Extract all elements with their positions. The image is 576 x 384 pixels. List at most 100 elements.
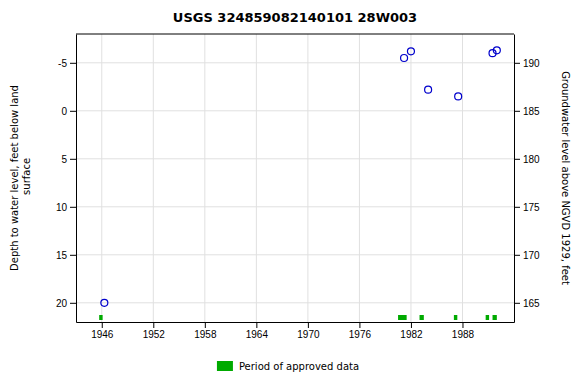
tick: 5	[61, 154, 76, 165]
y-axis-title: Depth to water level, feet below land su…	[9, 85, 32, 271]
y2-axis-title: Groundwater level above NGVD 1929, feet	[560, 71, 571, 285]
tick-mark	[70, 207, 76, 208]
tick-label: -5	[58, 58, 67, 69]
marks	[99, 47, 500, 320]
approved-bar	[493, 315, 497, 320]
tick-mark	[70, 159, 76, 160]
tick: 1958	[194, 322, 217, 340]
tick: 165	[514, 298, 540, 309]
grid-line	[256, 34, 257, 322]
tick-mark	[514, 111, 520, 112]
grid-line	[307, 34, 308, 322]
grid-line	[359, 34, 360, 322]
tick: 170	[514, 250, 540, 261]
tick: 175	[514, 202, 540, 213]
tick: 15	[56, 250, 76, 261]
tick-label: 185	[523, 106, 540, 117]
title: USGS 324859082140101 28W003	[173, 10, 417, 25]
approved-bar	[454, 315, 457, 320]
x-axis: 1946 1952 1958 1964 1970 1976 1982 1988	[77, 322, 515, 340]
frame	[76, 34, 514, 35]
tick: 1976	[349, 322, 372, 340]
tick: 1964	[246, 322, 269, 340]
tick-mark	[514, 159, 520, 160]
tick: 185	[514, 106, 540, 117]
tick-label: 175	[523, 202, 540, 213]
legend-swatch	[217, 361, 233, 371]
approved-bar	[398, 315, 407, 320]
tick-mark	[411, 322, 412, 328]
grid	[76, 34, 514, 322]
tick-mark	[205, 322, 206, 328]
tick-label: 165	[523, 298, 540, 309]
point	[455, 93, 462, 100]
tick-label: 1946	[91, 329, 114, 340]
tick-mark	[153, 322, 154, 328]
tick: 1982	[400, 322, 423, 340]
tick-mark	[70, 111, 76, 112]
grid-line	[76, 254, 514, 255]
grid-line	[462, 34, 463, 322]
tick-mark	[70, 303, 76, 304]
grid-line	[410, 34, 411, 322]
point	[401, 55, 408, 62]
point	[407, 48, 414, 55]
tick-label: 1976	[349, 329, 372, 340]
point	[493, 47, 500, 54]
tick-label: 1958	[194, 329, 217, 340]
tick-mark	[514, 303, 520, 304]
chart: 1946 1952 1958 1964 1970 1976 1982 1988 20 15 10 5 0…	[0, 0, 576, 384]
legend-item: Period of approved data	[217, 361, 359, 372]
tick: 0	[61, 106, 76, 117]
grid-line	[76, 158, 514, 159]
tick-label: 1988	[452, 329, 475, 340]
grid-line	[153, 34, 154, 322]
tick-label: 1982	[400, 329, 423, 340]
tick-mark	[102, 322, 103, 328]
point	[425, 86, 432, 93]
y-axis: 20 15 10 5 0 -5	[56, 35, 77, 323]
axis-line	[514, 35, 515, 323]
approved-bar	[99, 315, 102, 320]
legend: Period of approved data	[217, 361, 359, 372]
tick-label: 15	[56, 250, 68, 261]
grid-line	[101, 34, 102, 322]
tick-mark	[70, 63, 76, 64]
tick-mark	[308, 322, 309, 328]
tick-mark	[462, 322, 463, 328]
tick-label: 1970	[297, 329, 320, 340]
tick: 180	[514, 154, 540, 165]
tick: 20	[56, 298, 76, 309]
tick-label: 170	[523, 250, 540, 261]
tick-label: 180	[523, 154, 540, 165]
tick-label: 20	[56, 298, 68, 309]
tick: -5	[58, 58, 76, 69]
tick: 190	[514, 58, 540, 69]
tick-label: 0	[61, 106, 67, 117]
tick: 1988	[452, 322, 475, 340]
axis-line	[76, 35, 77, 323]
tick-label: 190	[523, 58, 540, 69]
tick-label: 10	[56, 202, 68, 213]
tick-label: 1952	[143, 329, 166, 340]
grid-line	[204, 34, 205, 322]
grid-line	[76, 62, 514, 63]
approved-bar	[486, 315, 489, 320]
tick: 1970	[297, 322, 320, 340]
grid-line	[76, 110, 514, 111]
tick-mark	[256, 322, 257, 328]
point	[101, 299, 108, 306]
axis-line	[77, 322, 515, 323]
plot: 1946 1952 1958 1964 1970 1976 1982 1988 20 15 10 5 0…	[56, 34, 540, 340]
tick: 10	[56, 202, 76, 213]
y2-axis: 165 170 175 180 185 190	[514, 35, 540, 323]
tick: 1952	[143, 322, 166, 340]
tick-label: 5	[61, 154, 67, 165]
grid-line	[76, 302, 514, 303]
legend-label: Period of approved data	[239, 361, 359, 372]
tick: 1946	[91, 322, 114, 340]
tick-mark	[514, 63, 520, 64]
tick-mark	[514, 207, 520, 208]
tick-label: 1964	[246, 329, 269, 340]
grid-line	[76, 206, 514, 207]
